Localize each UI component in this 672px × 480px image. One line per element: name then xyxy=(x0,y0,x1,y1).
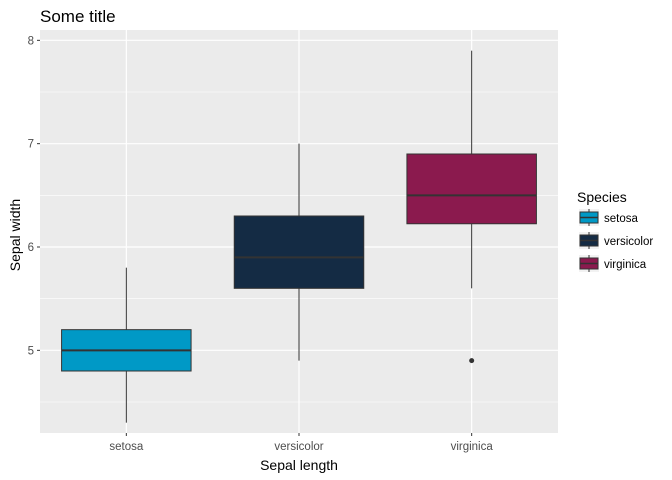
x-axis-title: Sepal length xyxy=(260,457,338,473)
outlier-point xyxy=(469,358,475,364)
box-virginica xyxy=(406,50,537,364)
chart-title: Some title xyxy=(40,7,116,26)
y-tick-label: 6 xyxy=(28,242,34,254)
legend-label: setosa xyxy=(604,213,638,225)
x-tick-label: versicolor xyxy=(274,441,323,453)
x-tick-label: virginica xyxy=(451,441,494,453)
x-axis: setosa versicolor virginica xyxy=(109,433,493,453)
box-iqr xyxy=(406,153,537,225)
legend-item-virginica: virginica xyxy=(579,255,647,272)
y-tick-label: 8 xyxy=(28,35,34,47)
x-tick-label: setosa xyxy=(109,441,143,453)
legend: Species setosa versicolor virginica xyxy=(577,189,653,272)
box-setosa xyxy=(61,267,192,423)
box-iqr xyxy=(233,215,365,289)
box-versicolor xyxy=(233,143,365,361)
legend-item-versicolor: versicolor xyxy=(579,232,653,249)
y-tick-label: 7 xyxy=(28,139,34,151)
y-axis-title: Sepal width xyxy=(7,199,23,271)
legend-item-setosa: setosa xyxy=(579,209,638,226)
legend-title: Species xyxy=(577,189,627,205)
y-axis: 5 6 7 8 xyxy=(28,35,40,357)
legend-label: versicolor xyxy=(604,236,653,248)
legend-label: virginica xyxy=(604,259,647,271)
y-tick-label: 5 xyxy=(28,345,34,357)
boxes xyxy=(61,50,537,423)
